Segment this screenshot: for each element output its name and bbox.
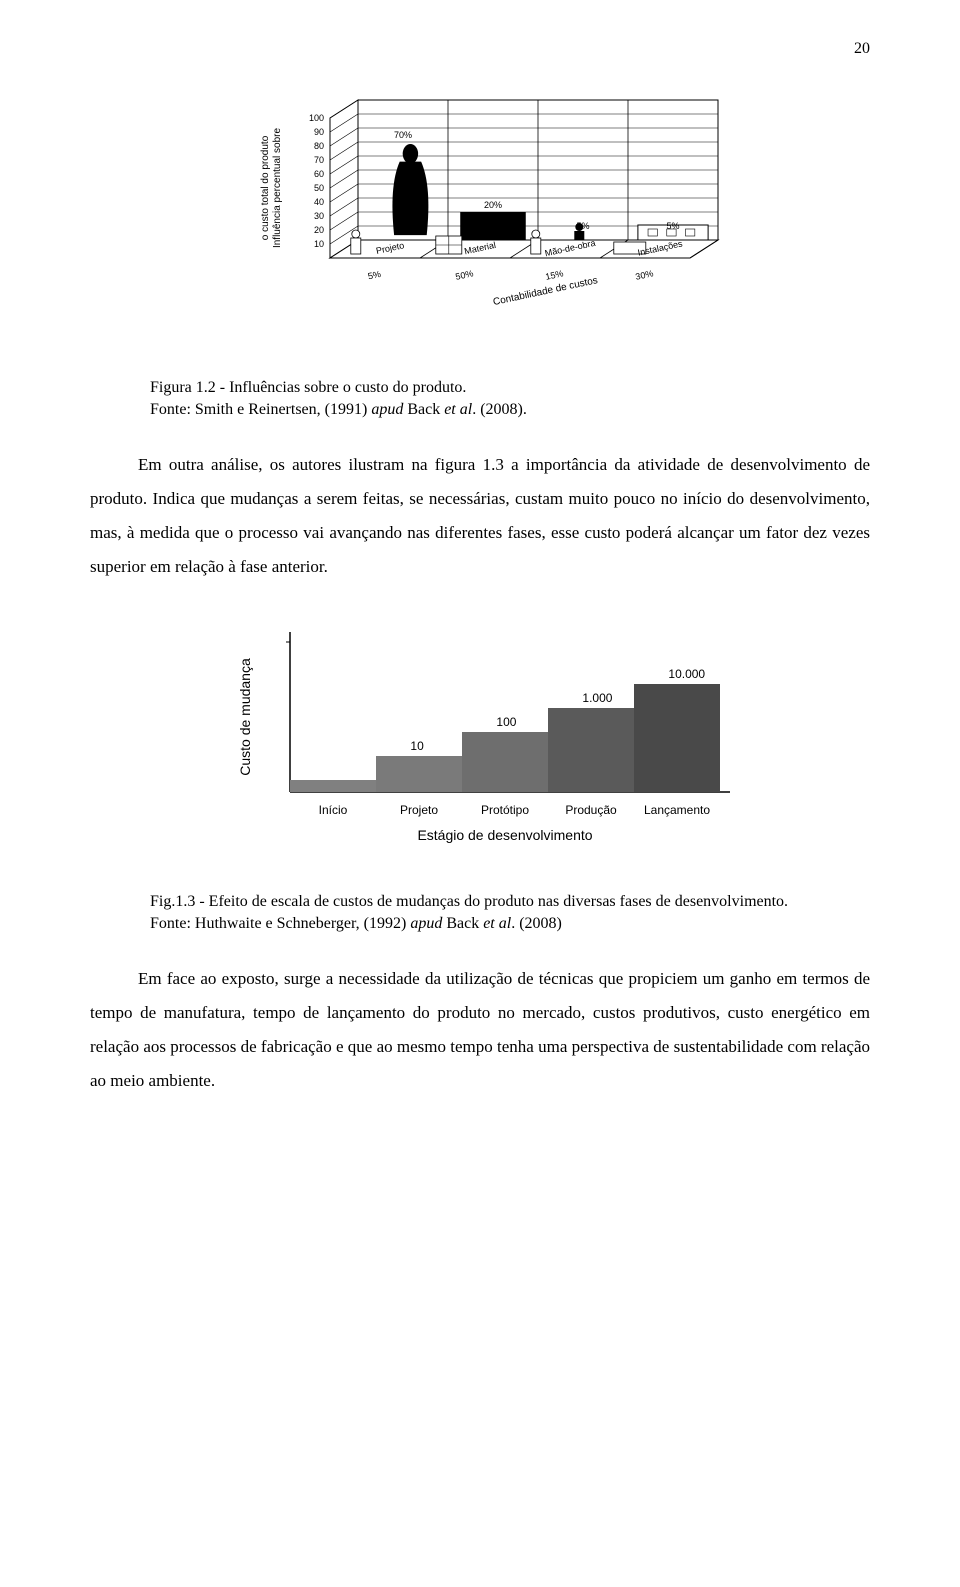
svg-text:90: 90 [314,127,324,137]
svg-text:10: 10 [314,239,324,249]
svg-text:100: 100 [496,715,516,729]
svg-text:15%: 15% [545,268,565,282]
figure-1-3-caption: Fig.1.3 - Efeito de escala de custos de … [150,891,790,934]
svg-text:10: 10 [410,739,424,753]
figure-1-3-svg: Custo de mudança Início 10 Projeto 100 Protót… [200,602,760,862]
figure-1-2-caption-source: Fonte: Smith e Reinertsen, (1991) apud B… [150,399,870,421]
caption-source-apud: apud [371,401,407,418]
svg-text:5%: 5% [666,221,679,231]
svg-text:100: 100 [309,113,324,123]
caption-source-prefix: Fonte: Smith e Reinertsen, (1991) [150,401,371,418]
caption-source-etal: et al [444,401,472,418]
svg-text:5%: 5% [367,269,382,281]
svg-text:Lançamento: Lançamento [644,803,710,817]
svg-text:5%: 5% [576,221,589,231]
svg-text:Início: Início [319,803,348,817]
svg-text:Custo de mudança: Custo de mudança [237,658,253,776]
svg-text:60: 60 [314,169,324,179]
figure-1-3-suffix: . (2008) [511,915,562,932]
svg-text:Protótipo: Protótipo [481,803,529,817]
figure-1-3-etal: et al [483,915,511,932]
svg-text:o custo total do produto: o custo total do produto [260,135,271,240]
paragraph-2: Em face ao exposto, surge a necessidade … [90,962,870,1098]
caption-source-suffix: . (2008). [472,401,527,418]
svg-text:80: 80 [314,141,324,151]
svg-text:30%: 30% [635,268,655,282]
svg-text:Estágio de desenvolvimento: Estágio de desenvolvimento [417,827,592,843]
svg-text:50: 50 [314,183,324,193]
paragraph-1: Em outra análise, os autores ilustram na… [90,448,870,584]
svg-text:70%: 70% [394,130,412,140]
figure-1-3-apud: apud [410,915,446,932]
svg-text:10.000: 10.000 [668,667,705,681]
svg-text:50%: 50% [455,268,475,282]
svg-text:20%: 20% [484,200,502,210]
svg-text:1.000: 1.000 [582,691,612,705]
figure-1-2-caption: Figura 1.2 - Influências sobre o custo d… [150,377,870,420]
figure-1-2: 10 20 30 40 50 60 70 80 100 90 Influência percentu… [90,88,870,353]
svg-text:70: 70 [314,155,324,165]
svg-text:Influência percentual sobre: Influência percentual sobre [272,128,283,249]
svg-text:40: 40 [314,197,324,207]
caption-source-back: Back [407,401,444,418]
svg-text:Projeto: Projeto [400,803,438,817]
figure-1-2-caption-title: Figura 1.2 - Influências sobre o custo d… [150,377,870,399]
svg-text:Produção: Produção [565,803,617,817]
page-number: 20 [90,40,870,58]
svg-text:20: 20 [314,225,324,235]
figure-1-3-back: Back [446,915,483,932]
figure-1-2-svg: 10 20 30 40 50 60 70 80 100 90 Influência percentu… [220,88,740,348]
svg-text:30: 30 [314,211,324,221]
figure-1-3: Custo de mudança Início 10 Projeto 100 Protót… [90,602,870,867]
